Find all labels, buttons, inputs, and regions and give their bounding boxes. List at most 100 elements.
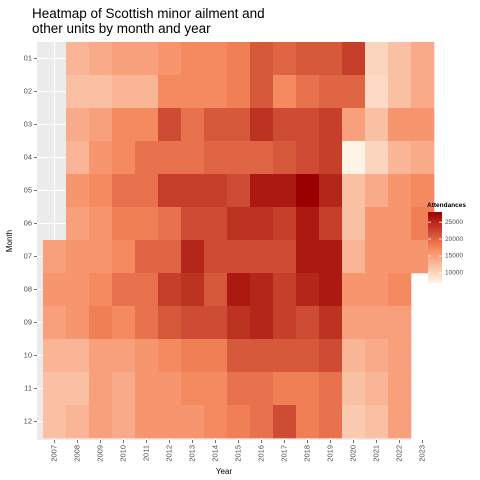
- heatmap-tile: [227, 108, 251, 142]
- heatmap-tile: [227, 42, 251, 76]
- heatmap-tile: [135, 174, 159, 208]
- chart-title-line-1: Heatmap of Scottish minor ailment and: [32, 6, 265, 21]
- heatmap-tile: [296, 339, 320, 373]
- heatmap-tile: [342, 174, 366, 208]
- heatmap-tile: [204, 141, 228, 175]
- legend-tick-label: 20000: [445, 236, 463, 243]
- x-tick-label: 2020: [348, 445, 357, 462]
- heatmap-tile: [227, 75, 251, 109]
- heatmap-tile: [273, 207, 297, 241]
- heatmap-tile: [204, 207, 228, 241]
- heatmap-tile: [365, 339, 389, 373]
- y-tick-label: 10: [24, 350, 32, 359]
- heatmap-tile: [273, 141, 297, 175]
- heatmap-tile: [158, 339, 182, 373]
- heatmap-tile: [112, 174, 136, 208]
- heatmap-tile: [112, 273, 136, 307]
- heatmap-tile: [227, 372, 251, 406]
- x-tick-label: 2023: [417, 445, 426, 462]
- heatmap-tile: [89, 174, 113, 208]
- heatmap-tile: [250, 339, 274, 373]
- x-tick-label: 2009: [95, 445, 104, 462]
- heatmap-tile: [296, 75, 320, 109]
- heatmap-tile: [135, 240, 159, 274]
- y-tick-label: 09: [24, 317, 32, 326]
- x-tick-label: 2016: [256, 445, 265, 462]
- heatmap-tile: [204, 273, 228, 307]
- color-legend: Attendances 25000 20000 15000 10000: [427, 202, 466, 283]
- heatmap-tile: [158, 174, 182, 208]
- heatmap-tile: [273, 339, 297, 373]
- heatmap-tile: [365, 240, 389, 274]
- heatmap-tile: [66, 42, 90, 76]
- heatmap-tile: [342, 207, 366, 241]
- heatmap-tile: [273, 372, 297, 406]
- heatmap-tile: [227, 141, 251, 175]
- heatmap-tile: [204, 405, 228, 439]
- heatmap-tile: [388, 174, 412, 208]
- heatmap-tile: [250, 240, 274, 274]
- heatmap-tile: [273, 405, 297, 439]
- heatmap-tile: [135, 108, 159, 142]
- legend-tick-label: 10000: [445, 270, 463, 277]
- heatmap-tile: [43, 273, 67, 307]
- heatmap-tile: [43, 306, 67, 340]
- heatmap-tile: [135, 405, 159, 439]
- heatmap-tile: [43, 372, 67, 406]
- heatmap-tile: [388, 273, 412, 307]
- heatmap-tile: [158, 75, 182, 109]
- heatmap-tile: [319, 405, 343, 439]
- heatmap-tile: [411, 75, 435, 109]
- heatmap-tile: [250, 306, 274, 340]
- x-tick-label: 2010: [118, 445, 127, 462]
- heatmap-tile: [43, 405, 67, 439]
- heatmap-tile: [365, 273, 389, 307]
- heatmap-tile: [342, 141, 366, 175]
- heatmap-tile: [365, 174, 389, 208]
- y-tick-label: 05: [24, 185, 32, 194]
- heatmap-tile: [227, 240, 251, 274]
- heatmap-tile: [342, 339, 366, 373]
- x-tick-label: 2013: [187, 445, 196, 462]
- heatmap-tile: [181, 306, 205, 340]
- heatmap-tile: [342, 273, 366, 307]
- heatmap-tile: [66, 240, 90, 274]
- heatmap-tile: [181, 240, 205, 274]
- heatmap-tile: [158, 108, 182, 142]
- heatmap-tile: [250, 42, 274, 76]
- heatmap-tile: [112, 207, 136, 241]
- heatmap-tile: [365, 306, 389, 340]
- heatmap-tile: [273, 75, 297, 109]
- heatmap-tile: [89, 108, 113, 142]
- heatmap-tile: [204, 42, 228, 76]
- heatmap-tile: [66, 405, 90, 439]
- y-axis-title: Month: [5, 230, 14, 252]
- heatmap-tile: [204, 372, 228, 406]
- heatmap-tile: [43, 339, 67, 373]
- heatmap-tile: [112, 141, 136, 175]
- heatmap-tile: [319, 42, 343, 76]
- heatmap-tile: [89, 207, 113, 241]
- x-tick-label: 2022: [394, 445, 403, 462]
- heatmap-tile: [158, 273, 182, 307]
- heatmap-tile: [66, 372, 90, 406]
- heatmap-tile: [158, 306, 182, 340]
- y-tick-label: 07: [24, 251, 32, 260]
- heatmap-tile: [158, 141, 182, 175]
- heatmap-tile: [158, 372, 182, 406]
- x-tick-label: 2021: [371, 445, 380, 462]
- heatmap-tile: [388, 306, 412, 340]
- y-tick-label: 03: [24, 119, 32, 128]
- x-tick-label: 2017: [279, 445, 288, 462]
- x-tick-label: 2015: [233, 445, 242, 462]
- heatmap-tile: [204, 174, 228, 208]
- heatmap-tile: [89, 405, 113, 439]
- x-tick-label: 2019: [325, 445, 334, 462]
- heatmap-tile: [342, 108, 366, 142]
- y-tick-label: 08: [24, 284, 32, 293]
- heatmap-tile: [204, 240, 228, 274]
- heatmap-tile: [112, 405, 136, 439]
- heatmap-tile: [112, 306, 136, 340]
